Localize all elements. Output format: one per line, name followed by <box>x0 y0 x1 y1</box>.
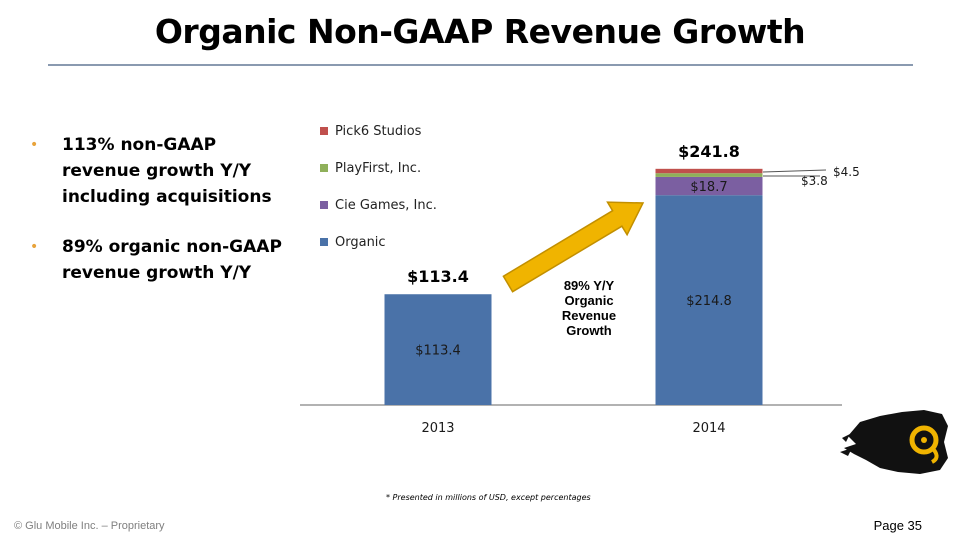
glu-logo-icon <box>840 410 948 474</box>
bullet-text: 113% non-GAAP revenue growth Y/Y includi… <box>62 135 272 207</box>
legend-swatch <box>320 238 328 246</box>
bar-pick6-studios-2014 <box>655 168 763 174</box>
bar-organic-2014 <box>655 195 763 405</box>
bullet-item: • 89% organic non-GAAP revenue growth Y/… <box>30 234 290 286</box>
legend-item-pick6: Pick6 Studios <box>320 124 437 161</box>
title-divider <box>48 64 913 66</box>
data-label: $214.8 <box>686 294 732 309</box>
footnote: * Presented in millions of USD, except p… <box>386 493 591 502</box>
bar-cie-games-inc--2014 <box>655 176 763 196</box>
bar-organic-2013 <box>384 294 492 405</box>
bullet-text: 89% organic non-GAAP revenue growth Y/Y <box>62 237 282 283</box>
legend-item-organic: Organic <box>320 235 437 272</box>
bullet-item: • 113% non-GAAP revenue growth Y/Y inclu… <box>30 132 290 210</box>
legend-swatch <box>320 127 328 135</box>
legend-label: PlayFirst, Inc. <box>335 161 422 176</box>
bullet-dot-icon: • <box>30 137 39 153</box>
x-tick-label: 2013 <box>421 421 454 436</box>
x-tick-label: 2014 <box>692 421 725 436</box>
legend-swatch <box>320 164 328 172</box>
legend-label: Cie Games, Inc. <box>335 198 437 213</box>
legend-label: Pick6 Studios <box>335 124 422 139</box>
total-label: $241.8 <box>678 142 740 161</box>
bullet-list: • 113% non-GAAP revenue growth Y/Y inclu… <box>30 132 290 310</box>
total-label: $113.4 <box>407 267 469 286</box>
growth-arrow-icon <box>502 201 645 293</box>
chart-legend: Pick6 Studios PlayFirst, Inc. Cie Games,… <box>320 124 437 272</box>
growth-callout-text: 89% Y/Y Organic Revenue Growth <box>561 278 617 338</box>
bar-playfirst-inc--2014 <box>655 173 763 177</box>
legend-label: Organic <box>335 235 386 250</box>
page-number: Page 35 <box>873 518 922 533</box>
copyright: © Glu Mobile Inc. – Proprietary <box>14 520 165 532</box>
legend-item-playfirst: PlayFirst, Inc. <box>320 161 437 198</box>
leader-line <box>762 169 827 173</box>
slide-title: Organic Non-GAAP Revenue Growth <box>154 12 806 51</box>
data-label-playfirst: $3.8 <box>801 174 828 188</box>
data-label: $113.4 <box>415 344 461 359</box>
data-label: $18.7 <box>690 180 727 195</box>
legend-swatch <box>320 201 328 209</box>
bullet-dot-icon: • <box>30 239 39 255</box>
data-label-pick6: $4.5 <box>833 165 860 179</box>
legend-item-cie-games: Cie Games, Inc. <box>320 198 437 235</box>
